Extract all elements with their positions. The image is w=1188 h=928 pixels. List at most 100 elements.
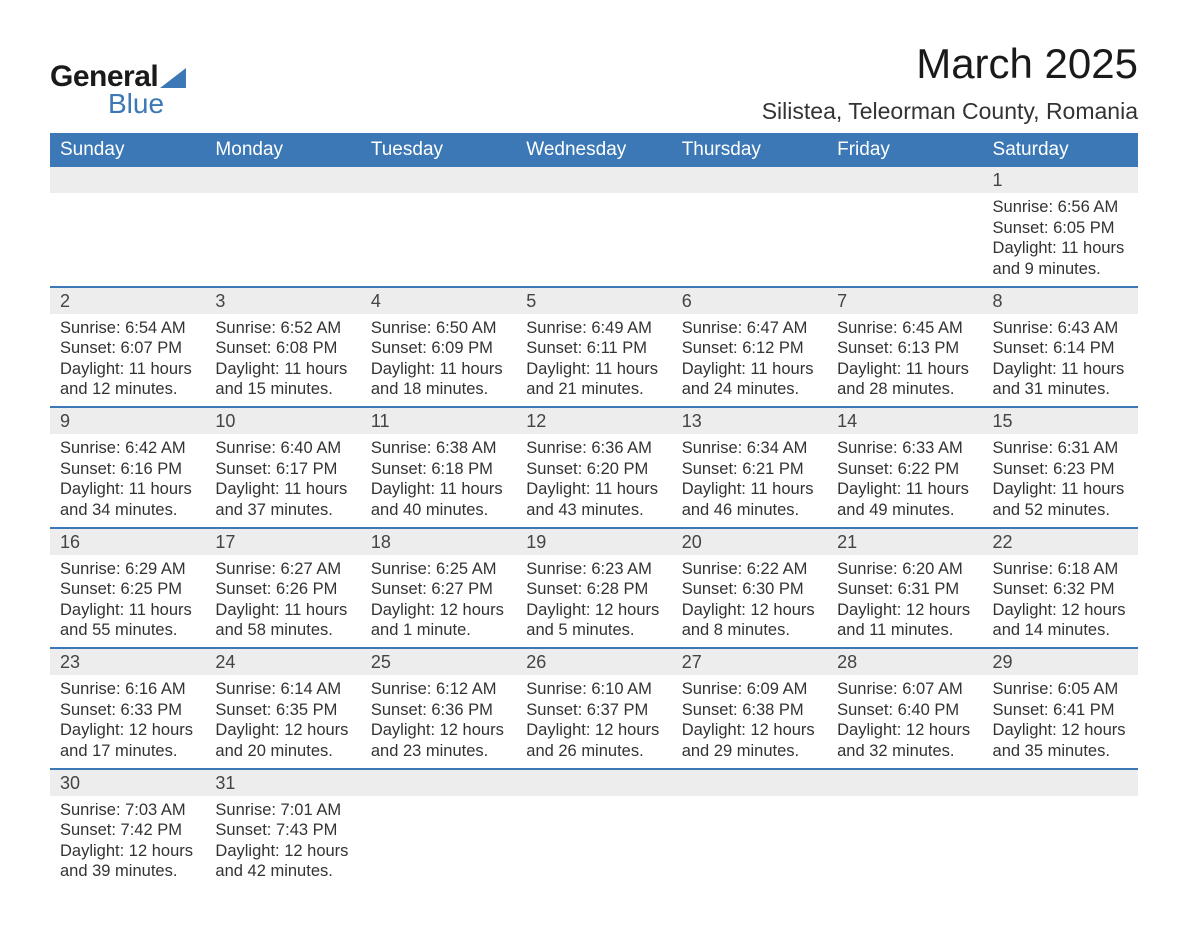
daylight-text: Daylight: 11 hours <box>215 600 350 621</box>
day-detail-cell: Sunrise: 6:33 AMSunset: 6:22 PMDaylight:… <box>827 434 982 528</box>
day-detail-cell: Sunrise: 6:45 AMSunset: 6:13 PMDaylight:… <box>827 314 982 408</box>
sunrise-text: Sunrise: 6:07 AM <box>837 679 972 700</box>
sunset-text: Sunset: 6:17 PM <box>215 459 350 480</box>
sunset-text: Sunset: 6:09 PM <box>371 338 506 359</box>
daylight-text: and 8 minutes. <box>682 620 817 641</box>
day-number: 4 <box>371 291 381 311</box>
day-number: 2 <box>60 291 70 311</box>
sunset-text: Sunset: 7:43 PM <box>215 820 350 841</box>
day-number-cell: 21 <box>827 528 982 555</box>
day-number: 13 <box>682 411 702 431</box>
daylight-text: and 11 minutes. <box>837 620 972 641</box>
month-title: March 2025 <box>762 40 1138 88</box>
sunrise-text: Sunrise: 6:12 AM <box>371 679 506 700</box>
day-detail-cell: Sunrise: 6:43 AMSunset: 6:14 PMDaylight:… <box>983 314 1138 408</box>
day-number-cell <box>827 167 982 193</box>
sunrise-text: Sunrise: 6:34 AM <box>682 438 817 459</box>
day-number-cell: 4 <box>361 287 516 314</box>
daylight-text: Daylight: 11 hours <box>371 359 506 380</box>
day-number: 9 <box>60 411 70 431</box>
day-number-cell <box>516 167 671 193</box>
sunset-text: Sunset: 6:28 PM <box>526 579 661 600</box>
daylight-text: and 31 minutes. <box>993 379 1128 400</box>
day-number: 3 <box>215 291 225 311</box>
day-detail-cell <box>672 796 827 889</box>
daylight-text: Daylight: 12 hours <box>837 600 972 621</box>
sunset-text: Sunset: 6:33 PM <box>60 700 195 721</box>
daylight-text: Daylight: 12 hours <box>215 841 350 862</box>
day-detail-cell: Sunrise: 6:18 AMSunset: 6:32 PMDaylight:… <box>983 555 1138 649</box>
sunrise-text: Sunrise: 6:49 AM <box>526 318 661 339</box>
daylight-text: and 1 minute. <box>371 620 506 641</box>
day-detail-cell: Sunrise: 6:09 AMSunset: 6:38 PMDaylight:… <box>672 675 827 769</box>
day-number-cell: 2 <box>50 287 205 314</box>
sunset-text: Sunset: 6:08 PM <box>215 338 350 359</box>
day-detail-cell: Sunrise: 7:03 AMSunset: 7:42 PMDaylight:… <box>50 796 205 889</box>
day-number-cell: 15 <box>983 407 1138 434</box>
day-number: 20 <box>682 532 702 552</box>
sunrise-text: Sunrise: 6:47 AM <box>682 318 817 339</box>
day-number-row: 1 <box>50 167 1138 193</box>
day-detail-row: Sunrise: 6:42 AMSunset: 6:16 PMDaylight:… <box>50 434 1138 528</box>
daylight-text: and 12 minutes. <box>60 379 195 400</box>
day-number: 30 <box>60 773 80 793</box>
day-number-cell: 16 <box>50 528 205 555</box>
day-number-cell <box>672 769 827 796</box>
daylight-text: Daylight: 11 hours <box>993 479 1128 500</box>
sunset-text: Sunset: 6:26 PM <box>215 579 350 600</box>
daylight-text: Daylight: 11 hours <box>682 359 817 380</box>
day-detail-row: Sunrise: 7:03 AMSunset: 7:42 PMDaylight:… <box>50 796 1138 889</box>
daylight-text: and 55 minutes. <box>60 620 195 641</box>
daylight-text: Daylight: 12 hours <box>993 720 1128 741</box>
sunset-text: Sunset: 6:11 PM <box>526 338 661 359</box>
day-detail-cell <box>827 193 982 287</box>
day-detail-cell: Sunrise: 6:49 AMSunset: 6:11 PMDaylight:… <box>516 314 671 408</box>
title-block: March 2025 Silistea, Teleorman County, R… <box>762 40 1138 125</box>
day-detail-cell: Sunrise: 6:10 AMSunset: 6:37 PMDaylight:… <box>516 675 671 769</box>
day-number: 24 <box>215 652 235 672</box>
day-number: 14 <box>837 411 857 431</box>
weekday-header: Monday <box>205 133 360 167</box>
day-detail-cell <box>361 796 516 889</box>
weekday-header: Saturday <box>983 133 1138 167</box>
daylight-text: Daylight: 12 hours <box>60 720 195 741</box>
day-detail-cell: Sunrise: 6:31 AMSunset: 6:23 PMDaylight:… <box>983 434 1138 528</box>
day-detail-cell: Sunrise: 6:42 AMSunset: 6:16 PMDaylight:… <box>50 434 205 528</box>
daylight-text: and 9 minutes. <box>993 259 1128 280</box>
daylight-text: Daylight: 11 hours <box>371 479 506 500</box>
day-detail-cell: Sunrise: 6:07 AMSunset: 6:40 PMDaylight:… <box>827 675 982 769</box>
daylight-text: Daylight: 11 hours <box>837 359 972 380</box>
day-number: 31 <box>215 773 235 793</box>
daylight-text: and 17 minutes. <box>60 741 195 762</box>
sunset-text: Sunset: 6:22 PM <box>837 459 972 480</box>
daylight-text: Daylight: 11 hours <box>215 479 350 500</box>
day-number-cell: 5 <box>516 287 671 314</box>
day-number-cell: 29 <box>983 648 1138 675</box>
day-number-cell <box>516 769 671 796</box>
day-number: 26 <box>526 652 546 672</box>
day-number: 12 <box>526 411 546 431</box>
day-number-cell: 18 <box>361 528 516 555</box>
day-number-cell: 30 <box>50 769 205 796</box>
daylight-text: and 32 minutes. <box>837 741 972 762</box>
day-detail-cell: Sunrise: 6:34 AMSunset: 6:21 PMDaylight:… <box>672 434 827 528</box>
sunset-text: Sunset: 6:12 PM <box>682 338 817 359</box>
day-number-cell <box>361 167 516 193</box>
sunrise-text: Sunrise: 6:42 AM <box>60 438 195 459</box>
sunset-text: Sunset: 6:38 PM <box>682 700 817 721</box>
sunset-text: Sunset: 6:36 PM <box>371 700 506 721</box>
day-number-cell: 23 <box>50 648 205 675</box>
day-number: 19 <box>526 532 546 552</box>
day-detail-cell: Sunrise: 6:22 AMSunset: 6:30 PMDaylight:… <box>672 555 827 649</box>
day-number: 16 <box>60 532 80 552</box>
sunrise-text: Sunrise: 6:38 AM <box>371 438 506 459</box>
day-number: 5 <box>526 291 536 311</box>
daylight-text: Daylight: 11 hours <box>526 479 661 500</box>
day-detail-cell: Sunrise: 6:38 AMSunset: 6:18 PMDaylight:… <box>361 434 516 528</box>
sunrise-text: Sunrise: 6:40 AM <box>215 438 350 459</box>
day-detail-cell <box>827 796 982 889</box>
day-detail-cell: Sunrise: 6:36 AMSunset: 6:20 PMDaylight:… <box>516 434 671 528</box>
day-detail-cell: Sunrise: 6:23 AMSunset: 6:28 PMDaylight:… <box>516 555 671 649</box>
daylight-text: and 5 minutes. <box>526 620 661 641</box>
sunrise-text: Sunrise: 6:20 AM <box>837 559 972 580</box>
